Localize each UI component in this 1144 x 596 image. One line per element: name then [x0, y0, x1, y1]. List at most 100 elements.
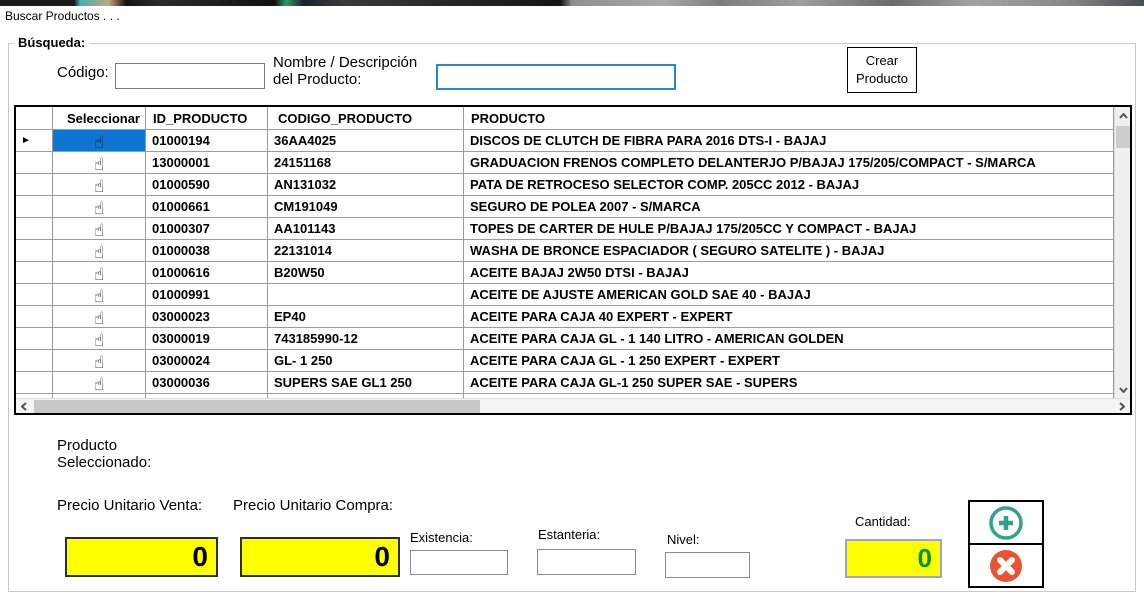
seleccionar-cell[interactable]: ☝ [53, 196, 146, 217]
codigo-producto-cell[interactable]: GL- 1 250 [268, 350, 464, 371]
codigo-producto-cell[interactable]: 22131014 [268, 240, 464, 261]
horizontal-scroll-thumb[interactable] [34, 400, 480, 413]
row-header-cell[interactable] [16, 152, 53, 173]
seleccionar-cell[interactable]: ☝ [53, 372, 146, 393]
add-button[interactable] [970, 502, 1042, 545]
id-producto-cell[interactable]: 13000001 [146, 152, 268, 173]
estanteria-input[interactable] [537, 549, 636, 575]
id-producto-cell[interactable]: 01000590 [146, 174, 268, 195]
row-header-cell[interactable] [16, 306, 53, 327]
codigo-producto-cell[interactable]: 36AA4025 [268, 130, 464, 151]
seleccionar-cell[interactable]: ☝ [53, 174, 146, 195]
seleccionar-cell[interactable]: ☝ [53, 152, 146, 173]
producto-cell[interactable]: TOPES DE CARTER DE HULE P/BAJAJ 175/205C… [464, 218, 1114, 239]
codigo-producto-cell[interactable]: SUPERS SAE GL1 250 [268, 372, 464, 393]
producto-cell[interactable]: PATA DE RETROCESO SELECTOR COMP. 205CC 2… [464, 174, 1114, 195]
id-producto-cell[interactable]: 01000616 [146, 262, 268, 283]
codigo-producto-cell[interactable]: 24151168 [268, 152, 464, 173]
crear-producto-button[interactable]: Crear Producto [847, 47, 917, 93]
precio-compra-field[interactable]: 0 [240, 537, 400, 577]
grid-header-row: Seleccionar ID_PRODUCTO CODIGO_PRODUCTO … [16, 107, 1114, 130]
row-header-cell[interactable] [16, 262, 53, 283]
id-producto-cell[interactable]: 03000024 [146, 350, 268, 371]
scroll-down-icon[interactable] [1115, 381, 1131, 398]
horizontal-scrollbar[interactable] [16, 398, 1130, 413]
id-producto-cell[interactable]: 01000991 [146, 284, 268, 305]
scroll-right-icon[interactable] [1114, 399, 1130, 414]
producto-cell[interactable]: ACEITE DE AJUSTE AMERICAN GOLD SAE 40 - … [464, 284, 1114, 305]
row-header-cell[interactable]: ► [16, 130, 53, 151]
id-producto-cell[interactable]: 01000661 [146, 196, 268, 217]
nivel-input[interactable] [665, 552, 750, 578]
x-circle-icon [990, 549, 1022, 582]
producto-cell[interactable]: GRADUACION FRENOS COMPLETO DELANTERJO P/… [464, 152, 1114, 173]
id-producto-cell[interactable]: 03000023 [146, 306, 268, 327]
codigo-producto-cell[interactable]: EP40 [268, 306, 464, 327]
plus-circle-icon [989, 505, 1023, 540]
action-buttons [968, 500, 1044, 588]
codigo-producto-cell[interactable]: 743185990-12 [268, 328, 464, 349]
seleccionar-cell[interactable]: ☝ [53, 328, 146, 349]
table-row-partial [16, 394, 1114, 398]
id-producto-cell[interactable]: 01000194 [146, 130, 268, 151]
cantidad-label: Cantidad: [855, 514, 911, 529]
column-header-producto[interactable]: PRODUCTO [464, 107, 1114, 129]
producto-cell[interactable]: DISCOS DE CLUTCH DE FIBRA PARA 2016 DTS-… [464, 130, 1114, 151]
row-header-cell[interactable] [16, 328, 53, 349]
seleccionar-cell[interactable]: ☝ [53, 284, 146, 305]
id-producto-cell[interactable]: 01000307 [146, 218, 268, 239]
row-header-cell[interactable] [16, 196, 53, 217]
producto-cell[interactable]: ACEITE PARA CAJA GL - 1 140 LITRO - AMER… [464, 328, 1114, 349]
scroll-left-icon[interactable] [16, 399, 32, 414]
hand-pointer-icon: ☝ [93, 221, 105, 240]
id-producto-cell[interactable]: 01000038 [146, 240, 268, 261]
vertical-scrollbar[interactable] [1114, 107, 1130, 398]
codigo-producto-cell[interactable]: AA101143 [268, 218, 464, 239]
scroll-up-icon[interactable] [1115, 107, 1131, 124]
producto-cell[interactable]: ACEITE PARA CAJA GL - 1 250 EXPERT - EXP… [464, 350, 1114, 371]
table-row: ☝ 03000024 GL- 1 250 ACEITE PARA CAJA GL… [16, 350, 1114, 372]
seleccionar-cell[interactable]: ☝ [53, 306, 146, 327]
delete-button[interactable] [970, 545, 1042, 586]
vertical-scroll-thumb[interactable] [1116, 126, 1130, 148]
table-row: ☝ 01000991 ACEITE DE AJUSTE AMERICAN GOL… [16, 284, 1114, 306]
row-header-cell[interactable] [16, 218, 53, 239]
existencia-input[interactable] [410, 550, 508, 575]
producto-cell[interactable]: WASHA DE BRONCE ESPACIADOR ( SEGURO SATE… [464, 240, 1114, 261]
seleccionar-cell[interactable]: ☝ [53, 262, 146, 283]
codigo-producto-cell[interactable] [268, 284, 464, 305]
codigo-input[interactable] [115, 63, 265, 89]
row-header-cell[interactable] [16, 372, 53, 393]
seleccionar-cell[interactable]: ☝ [53, 218, 146, 239]
id-producto-cell[interactable]: 03000019 [146, 328, 268, 349]
seleccionar-cell[interactable]: ☝ [53, 240, 146, 261]
producto-cell[interactable]: SEGURO DE POLEA 2007 - S/MARCA [464, 196, 1114, 217]
cantidad-field[interactable]: 0 [845, 539, 942, 578]
nombre-descripcion-input[interactable] [436, 64, 676, 90]
seleccionar-cell[interactable]: ☝ [53, 130, 146, 151]
seleccionar-cell[interactable]: ☝ [53, 350, 146, 371]
hand-pointer-icon: ☝ [93, 353, 105, 372]
column-header-seleccionar[interactable]: Seleccionar [53, 107, 146, 129]
codigo-producto-cell[interactable]: B20W50 [268, 262, 464, 283]
precio-venta-field[interactable]: 0 [65, 537, 218, 577]
table-row: ☝ 01000616 B20W50 ACEITE BAJAJ 2W50 DTSI… [16, 262, 1114, 284]
row-header-cell[interactable] [16, 350, 53, 371]
codigo-producto-cell[interactable]: AN131032 [268, 174, 464, 195]
hand-pointer-icon: ☝ [93, 177, 105, 196]
codigo-label: Código: [57, 64, 109, 81]
precio-venta-label: Precio Unitario Venta: [57, 497, 203, 514]
producto-cell[interactable]: ACEITE BAJAJ 2W50 DTSI - BAJAJ [464, 262, 1114, 283]
codigo-producto-cell[interactable]: CM191049 [268, 196, 464, 217]
producto-cell[interactable]: ACEITE PARA CAJA 40 EXPERT - EXPERT [464, 306, 1114, 327]
nivel-label: Nivel: [667, 532, 700, 547]
row-header-cell[interactable] [16, 240, 53, 261]
hand-pointer-icon: ☝ [93, 199, 105, 218]
row-header-cell[interactable] [16, 174, 53, 195]
window-title: Buscar Productos . . . [5, 9, 120, 23]
column-header-id-producto[interactable]: ID_PRODUCTO [146, 107, 268, 129]
column-header-codigo-producto[interactable]: CODIGO_PRODUCTO [268, 107, 464, 129]
producto-cell[interactable]: ACEITE PARA CAJA GL-1 250 SUPER SAE - SU… [464, 372, 1114, 393]
id-producto-cell[interactable]: 03000036 [146, 372, 268, 393]
row-header-cell[interactable] [16, 284, 53, 305]
